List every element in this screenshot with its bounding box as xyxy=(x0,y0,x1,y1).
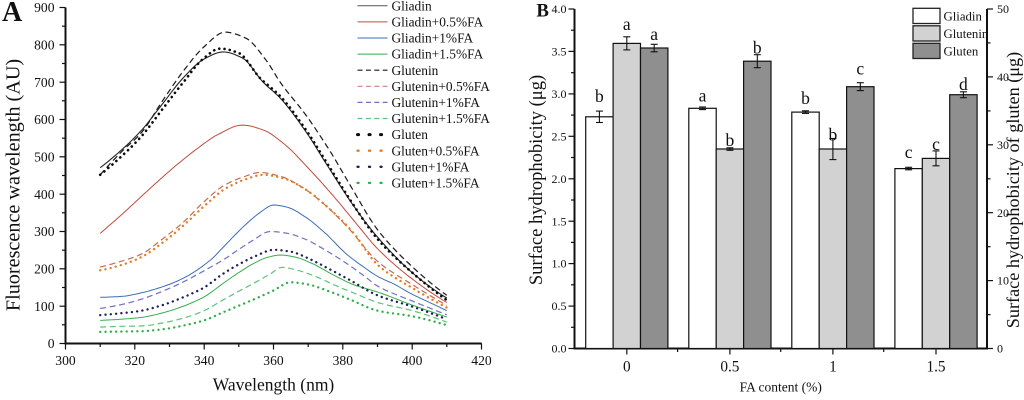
svg-text:340: 340 xyxy=(194,353,215,368)
svg-text:d: d xyxy=(959,74,968,94)
svg-text:200: 200 xyxy=(34,262,55,277)
svg-text:Wavelength (nm): Wavelength (nm) xyxy=(213,375,335,395)
svg-text:360: 360 xyxy=(263,353,284,368)
svg-text:b: b xyxy=(726,130,735,150)
svg-text:0.5: 0.5 xyxy=(552,299,567,313)
svg-text:1: 1 xyxy=(829,358,837,375)
svg-text:1.5: 1.5 xyxy=(926,358,945,375)
svg-text:380: 380 xyxy=(333,353,354,368)
svg-text:Glutenin+1%FA: Glutenin+1%FA xyxy=(392,95,481,110)
svg-text:Gluten+1%FA: Gluten+1%FA xyxy=(392,159,470,174)
svg-text:320: 320 xyxy=(125,353,146,368)
svg-text:Fluorescence wavelength (AU): Fluorescence wavelength (AU) xyxy=(3,59,25,311)
svg-text:Glutenin+1.5%FA: Glutenin+1.5%FA xyxy=(392,111,491,126)
svg-text:2.5: 2.5 xyxy=(552,129,567,143)
svg-text:Gliadin: Gliadin xyxy=(944,10,983,24)
svg-text:Surface hydrophobicity (μg): Surface hydrophobicity (μg) xyxy=(527,75,547,285)
svg-text:400: 400 xyxy=(34,187,55,202)
svg-text:Glutenin+0.5%FA: Glutenin+0.5%FA xyxy=(392,79,491,94)
svg-text:2.0: 2.0 xyxy=(552,172,567,186)
svg-text:0: 0 xyxy=(997,342,1003,356)
svg-text:Gliadin+0.5%FA: Gliadin+0.5%FA xyxy=(392,15,484,30)
svg-text:0.0: 0.0 xyxy=(552,342,567,356)
svg-text:b: b xyxy=(801,88,810,108)
svg-text:c: c xyxy=(856,58,864,78)
svg-text:100: 100 xyxy=(34,299,55,314)
svg-text:B: B xyxy=(536,0,549,21)
svg-text:900: 900 xyxy=(34,0,55,15)
svg-text:Gluten: Gluten xyxy=(392,127,429,142)
svg-text:30: 30 xyxy=(997,138,1009,152)
svg-text:a: a xyxy=(623,14,631,34)
svg-text:800: 800 xyxy=(34,38,55,53)
svg-text:3.0: 3.0 xyxy=(552,87,567,101)
svg-text:A: A xyxy=(2,0,23,28)
svg-text:500: 500 xyxy=(34,150,55,165)
svg-text:Gluten+0.5%FA: Gluten+0.5%FA xyxy=(392,143,480,158)
svg-text:0.5: 0.5 xyxy=(720,358,739,375)
svg-text:300: 300 xyxy=(55,353,76,368)
svg-text:c: c xyxy=(932,134,940,154)
svg-text:40: 40 xyxy=(997,70,1009,84)
svg-text:300: 300 xyxy=(34,224,55,239)
svg-text:600: 600 xyxy=(34,112,55,127)
svg-text:Glutenin: Glutenin xyxy=(944,27,989,41)
svg-text:50: 50 xyxy=(997,2,1009,16)
svg-text:Glutenin: Glutenin xyxy=(392,63,439,78)
svg-text:400: 400 xyxy=(402,353,423,368)
svg-text:Gliadin: Gliadin xyxy=(392,0,432,13)
svg-text:0: 0 xyxy=(48,336,55,351)
svg-text:a: a xyxy=(699,85,707,105)
svg-text:1.0: 1.0 xyxy=(552,257,567,271)
svg-text:FA content (%): FA content (%) xyxy=(740,380,822,395)
svg-text:b: b xyxy=(595,86,604,106)
svg-text:Gliadin+1.5%FA: Gliadin+1.5%FA xyxy=(392,47,484,62)
svg-text:20: 20 xyxy=(997,206,1009,220)
svg-text:b: b xyxy=(829,125,838,145)
svg-text:Surface hydrophobicity of glut: Surface hydrophobicity of gluten (μg) xyxy=(1003,52,1024,328)
svg-text:Gluten: Gluten xyxy=(944,45,979,59)
svg-text:420: 420 xyxy=(471,353,492,368)
svg-text:4.0: 4.0 xyxy=(552,2,567,16)
svg-text:0: 0 xyxy=(623,358,631,375)
svg-text:c: c xyxy=(905,142,913,162)
svg-text:3.5: 3.5 xyxy=(552,45,567,59)
svg-text:b: b xyxy=(753,38,762,58)
svg-text:Gluten+1.5%FA: Gluten+1.5%FA xyxy=(392,176,480,191)
svg-text:700: 700 xyxy=(34,75,55,90)
svg-text:Gliadin+1%FA: Gliadin+1%FA xyxy=(392,31,474,46)
svg-text:a: a xyxy=(650,24,658,44)
svg-text:1.5: 1.5 xyxy=(552,214,567,228)
svg-text:10: 10 xyxy=(997,274,1009,288)
